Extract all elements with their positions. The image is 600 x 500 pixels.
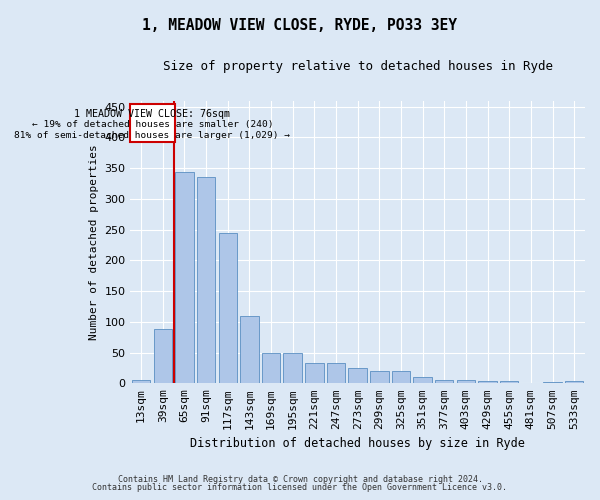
Bar: [240, 316, 259, 384]
Bar: [565, 382, 583, 384]
Bar: [283, 352, 302, 384]
Bar: [349, 368, 367, 384]
Bar: [197, 178, 215, 384]
Bar: [305, 363, 323, 384]
Bar: [132, 380, 151, 384]
Text: 81% of semi-detached houses are larger (1,029) →: 81% of semi-detached houses are larger (…: [14, 131, 290, 140]
Text: ← 19% of detached houses are smaller (240): ← 19% of detached houses are smaller (24…: [32, 120, 273, 130]
Bar: [370, 371, 389, 384]
Bar: [392, 371, 410, 384]
Text: Contains HM Land Registry data © Crown copyright and database right 2024.: Contains HM Land Registry data © Crown c…: [118, 475, 482, 484]
Bar: [262, 352, 280, 384]
Title: Size of property relative to detached houses in Ryde: Size of property relative to detached ho…: [163, 60, 553, 73]
X-axis label: Distribution of detached houses by size in Ryde: Distribution of detached houses by size …: [190, 437, 525, 450]
Y-axis label: Number of detached properties: Number of detached properties: [89, 144, 99, 340]
Bar: [500, 381, 518, 384]
Text: Contains public sector information licensed under the Open Government Licence v3: Contains public sector information licen…: [92, 484, 508, 492]
Bar: [457, 380, 475, 384]
Text: 1, MEADOW VIEW CLOSE, RYDE, PO33 3EY: 1, MEADOW VIEW CLOSE, RYDE, PO33 3EY: [143, 18, 458, 32]
Bar: [218, 232, 237, 384]
Bar: [478, 381, 497, 384]
FancyBboxPatch shape: [130, 104, 175, 142]
Bar: [327, 363, 345, 384]
Bar: [154, 329, 172, 384]
Text: 1 MEADOW VIEW CLOSE: 76sqm: 1 MEADOW VIEW CLOSE: 76sqm: [74, 108, 230, 118]
Bar: [544, 382, 562, 384]
Bar: [175, 172, 194, 384]
Bar: [413, 377, 432, 384]
Bar: [435, 380, 454, 384]
